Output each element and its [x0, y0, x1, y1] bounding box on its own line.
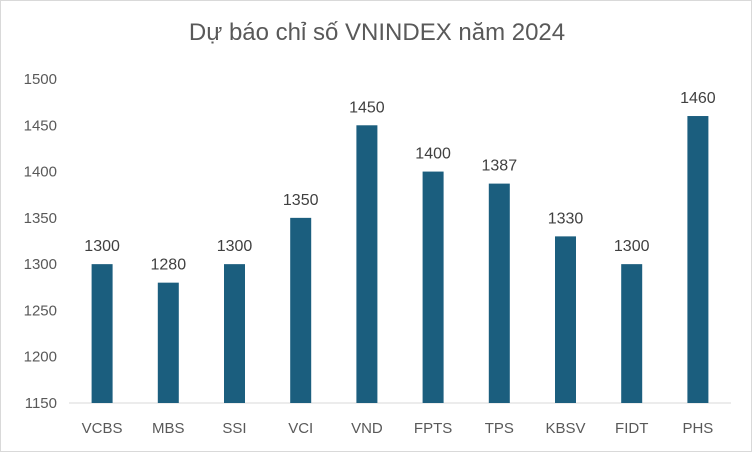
y-tick-label-1200: 1200 [24, 349, 57, 366]
bar-FIDT [621, 264, 643, 403]
bar-PHS [687, 116, 709, 404]
data-label-VCBS: 1300 [84, 238, 120, 255]
data-label-FIDT: 1300 [614, 238, 650, 255]
y-tick-label-1150: 1150 [25, 395, 57, 412]
data-label-TPS: 1387 [482, 158, 518, 175]
bar-KBSV [555, 236, 576, 403]
x-tick-label-SSI: SSI [222, 420, 246, 437]
data-label-VND: 1450 [349, 99, 385, 116]
bar-FPTS [422, 171, 444, 403]
data-label-SSI: 1300 [217, 238, 253, 255]
bar-VCI [290, 217, 312, 403]
x-tick-label-TPS: TPS [485, 420, 514, 437]
data-label-KBSV: 1330 [548, 210, 584, 227]
y-tick-label-1500: 1500 [24, 71, 57, 88]
bar-VCBS [91, 264, 113, 403]
y-tick-label-1400: 1400 [24, 164, 57, 181]
data-label-MBS: 1280 [151, 257, 187, 274]
chart-title: Dự báo chỉ số VNINDEX năm 2024 [188, 19, 566, 46]
data-label-PHS: 1460 [680, 90, 716, 107]
y-tick-label-1250: 1250 [24, 302, 57, 319]
data-label-FPTS: 1400 [415, 146, 451, 163]
x-tick-label-VCI: VCI [288, 420, 313, 437]
y-tick-label-1450: 1450 [24, 117, 57, 134]
bar-SSI [224, 264, 245, 403]
x-tick-label-FIDT: FIDT [615, 420, 648, 437]
x-tick-label-PHS: PHS [682, 420, 713, 437]
x-tick-label-MBS: MBS [152, 420, 185, 437]
bar-MBS [157, 282, 179, 403]
x-tick-label-VCBS: VCBS [82, 420, 123, 437]
data-label-VCI: 1350 [283, 192, 319, 209]
bar-VND [356, 125, 378, 404]
x-tick-label-VND: VND [351, 420, 383, 437]
bar-TPS [488, 183, 510, 403]
x-tick-label-KBSV: KBSV [545, 420, 585, 437]
y-tick-label-1300: 1300 [24, 256, 57, 273]
x-tick-label-FPTS: FPTS [414, 420, 452, 437]
y-tick-label-1350: 1350 [24, 210, 57, 227]
